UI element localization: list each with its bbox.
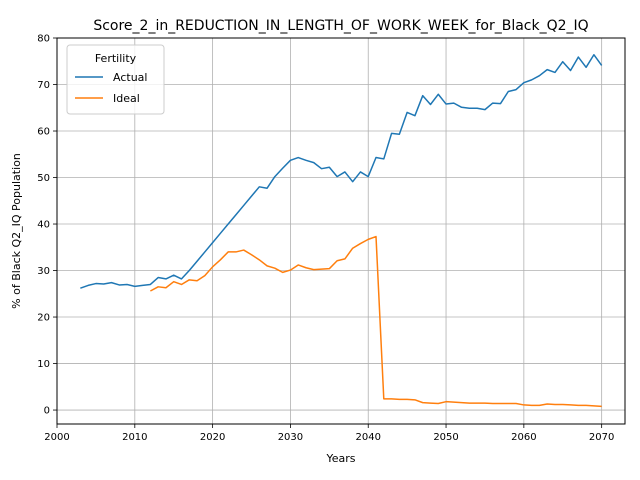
plot-frame bbox=[56, 37, 626, 425]
legend-label-ideal: Ideal bbox=[113, 92, 140, 105]
axis-ticks: 2000 2010 2020 2030 2040 2050 2060 207001020304… bbox=[37, 34, 614, 444]
x-tick-label: 2040 bbox=[356, 432, 381, 443]
legend-title: Fertility bbox=[95, 52, 137, 65]
y-tick-label: 20 bbox=[37, 313, 50, 324]
y-tick-label: 50 bbox=[37, 173, 50, 184]
y-tick-label: 80 bbox=[37, 34, 50, 45]
legend-label-actual: Actual bbox=[113, 71, 147, 84]
legend-box bbox=[66, 44, 165, 115]
y-tick-label: 40 bbox=[37, 220, 50, 231]
series-line-ideal bbox=[150, 235, 602, 408]
x-tick-label: 2070 bbox=[589, 432, 614, 443]
x-tick-label: 2050 bbox=[433, 432, 458, 443]
x-axis-label: Years bbox=[325, 452, 355, 465]
x-tick-label: 2000 bbox=[44, 432, 69, 443]
y-tick-label: 60 bbox=[37, 127, 50, 138]
x-tick-label: 2010 bbox=[122, 432, 147, 443]
y-tick-label: 30 bbox=[37, 266, 50, 277]
series-line-actual bbox=[80, 53, 603, 289]
series-lines bbox=[80, 53, 603, 408]
y-tick-label: 70 bbox=[37, 80, 50, 91]
y-tick-label: 10 bbox=[37, 359, 50, 370]
y-axis-label: % of Black Q2_IQ Population bbox=[10, 153, 23, 309]
y-tick-label: 0 bbox=[44, 406, 50, 417]
x-tick-label: 2020 bbox=[200, 432, 225, 443]
gridlines bbox=[56, 37, 625, 424]
chart-title: Score_2_in_REDUCTION_IN_LENGTH_OF_WORK_W… bbox=[93, 18, 588, 34]
legend: Fertility Actual Ideal bbox=[66, 44, 165, 115]
x-tick-label: 2060 bbox=[511, 432, 536, 443]
x-tick-label: 2030 bbox=[278, 432, 303, 443]
legend-entries: Actual Ideal bbox=[75, 71, 147, 105]
